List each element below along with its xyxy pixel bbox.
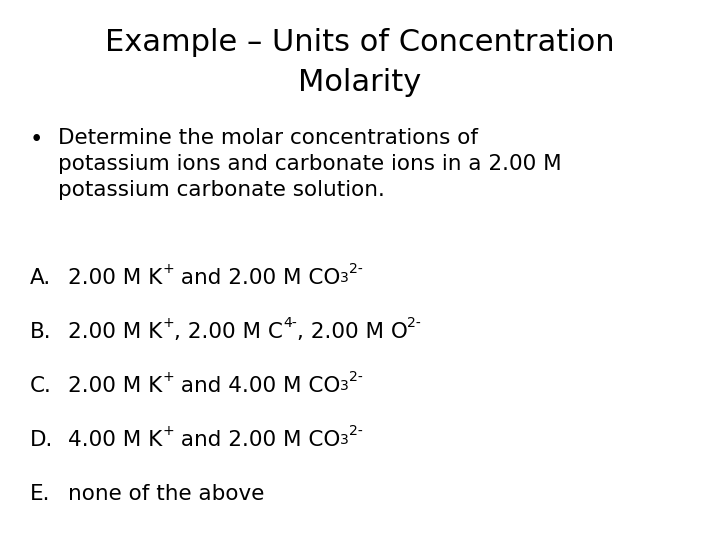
Text: 3: 3 [341,271,349,285]
Text: potassium carbonate solution.: potassium carbonate solution. [58,180,385,200]
Text: C.: C. [30,376,52,396]
Text: Determine the molar concentrations of: Determine the molar concentrations of [58,128,478,148]
Text: and 2.00 M CO: and 2.00 M CO [174,430,341,450]
Text: B.: B. [30,322,52,342]
Text: and 2.00 M CO: and 2.00 M CO [174,268,341,288]
Text: 3: 3 [341,379,349,393]
Text: •: • [30,128,43,151]
Text: none of the above: none of the above [68,484,264,504]
Text: 2.00 M K: 2.00 M K [68,268,162,288]
Text: and 4.00 M CO: and 4.00 M CO [174,376,341,396]
Text: +: + [162,316,174,330]
Text: 4-: 4- [283,316,297,330]
Text: 2-: 2- [349,262,363,276]
Text: +: + [162,424,174,438]
Text: Molarity: Molarity [298,68,422,97]
Text: 2.00 M K: 2.00 M K [68,376,162,396]
Text: A.: A. [30,268,51,288]
Text: +: + [162,370,174,384]
Text: 2-: 2- [349,370,363,384]
Text: 2-: 2- [349,424,363,438]
Text: +: + [162,262,174,276]
Text: , 2.00 M C: , 2.00 M C [174,322,283,342]
Text: E.: E. [30,484,50,504]
Text: , 2.00 M O: , 2.00 M O [297,322,408,342]
Text: 2.00 M K: 2.00 M K [68,322,162,342]
Text: D.: D. [30,430,53,450]
Text: 4.00 M K: 4.00 M K [68,430,162,450]
Text: Example – Units of Concentration: Example – Units of Concentration [105,28,615,57]
Text: potassium ions and carbonate ions in a 2.00 M: potassium ions and carbonate ions in a 2… [58,154,562,174]
Text: 3: 3 [341,433,349,447]
Text: 2-: 2- [408,316,421,330]
